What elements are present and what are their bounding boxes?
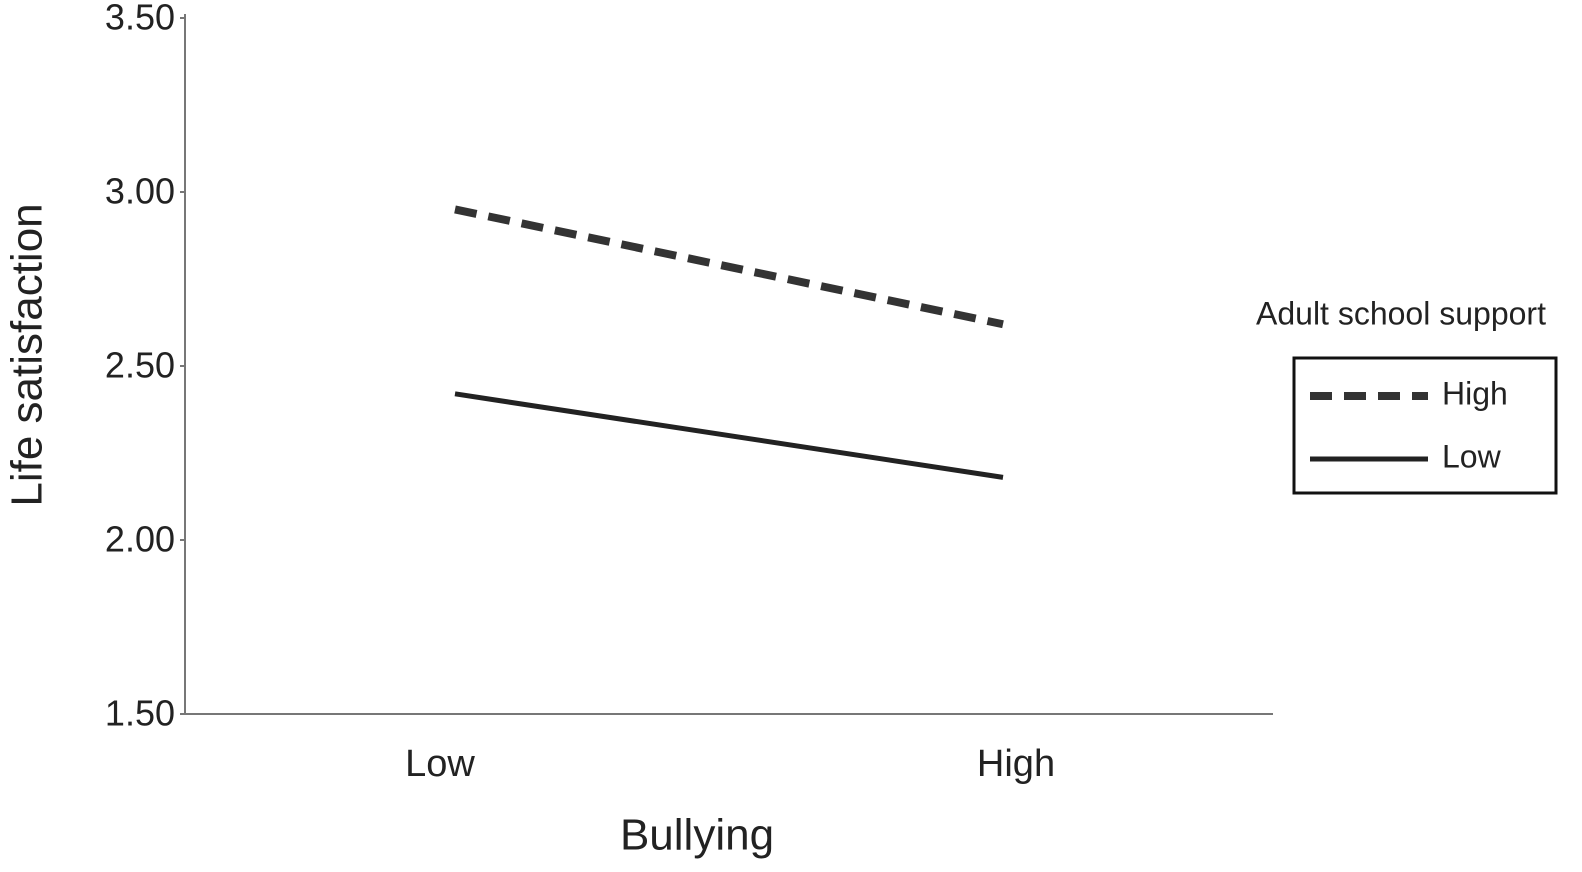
y-tick-label: 3.00 (105, 171, 175, 212)
legend-box (1292, 356, 1558, 495)
y-tick-label: 2.00 (105, 519, 175, 560)
line-series (454, 205, 1004, 329)
x-tick-label: High (977, 743, 1055, 785)
y-axis-title: Life satisfaction (3, 203, 52, 506)
y-tick-label: 1.50 (105, 693, 175, 734)
y-tick-label: 2.50 (105, 345, 175, 386)
legend-label: Low (1442, 438, 1502, 474)
x-axis-title: Bullying (620, 811, 774, 860)
legend-label: High (1442, 375, 1508, 411)
line-series (454, 391, 1004, 480)
y-tick-label: 3.50 (105, 0, 175, 38)
x-tick-label: Low (405, 743, 475, 785)
legend-title: Adult school support (1256, 295, 1546, 331)
